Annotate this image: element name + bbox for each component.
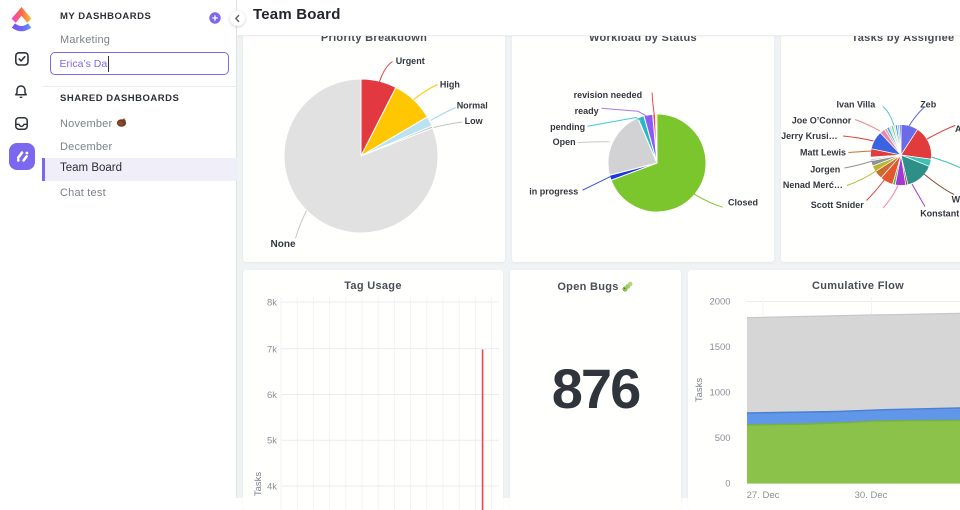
svg-text:Open: Open [553, 137, 576, 147]
svg-text:W: W [952, 195, 960, 205]
svg-text:Normal: Normal [457, 101, 488, 111]
svg-text:Tasks: Tasks [694, 378, 705, 403]
svg-text:4k: 4k [267, 482, 277, 493]
svg-text:revision needed: revision needed [574, 90, 643, 100]
svg-text:500: 500 [715, 433, 731, 444]
svg-text:Nenad Merć…: Nenad Merć… [783, 180, 843, 190]
svg-text:30. Dec: 30. Dec [855, 490, 888, 501]
svg-text:27. Dec: 27. Dec [747, 490, 780, 501]
svg-text:7k: 7k [267, 344, 277, 355]
svg-text:5k: 5k [267, 436, 277, 447]
svg-text:Joe O’Connor: Joe O’Connor [792, 115, 852, 125]
svg-text:8k: 8k [267, 298, 277, 309]
svg-text:Low: Low [465, 116, 484, 126]
svg-text:1000: 1000 [709, 388, 730, 399]
svg-text:Jerry Krusi…: Jerry Krusi… [781, 131, 838, 141]
svg-text:2000: 2000 [709, 297, 730, 308]
svg-text:Urgent: Urgent [396, 56, 425, 66]
svg-text:in progress: in progress [529, 187, 578, 197]
svg-text:Konstant: Konstant [920, 208, 959, 218]
svg-text:6k: 6k [267, 390, 277, 401]
svg-text:A: A [955, 124, 960, 134]
svg-text:Jorgen: Jorgen [810, 164, 840, 174]
svg-text:Scott Snider: Scott Snider [811, 200, 865, 210]
svg-text:ready: ready [575, 106, 599, 116]
svg-text:pending: pending [550, 122, 585, 132]
svg-text:High: High [440, 80, 460, 90]
svg-text:Tasks: Tasks [253, 472, 264, 497]
svg-text:Zeb: Zeb [920, 100, 937, 110]
svg-text:Ivan Villa: Ivan Villa [836, 100, 876, 110]
svg-text:1500: 1500 [709, 342, 730, 353]
svg-text:Closed: Closed [728, 198, 758, 208]
svg-text:0: 0 [725, 479, 730, 490]
svg-text:None: None [271, 239, 296, 250]
svg-text:Matt Lewis: Matt Lewis [800, 148, 846, 158]
